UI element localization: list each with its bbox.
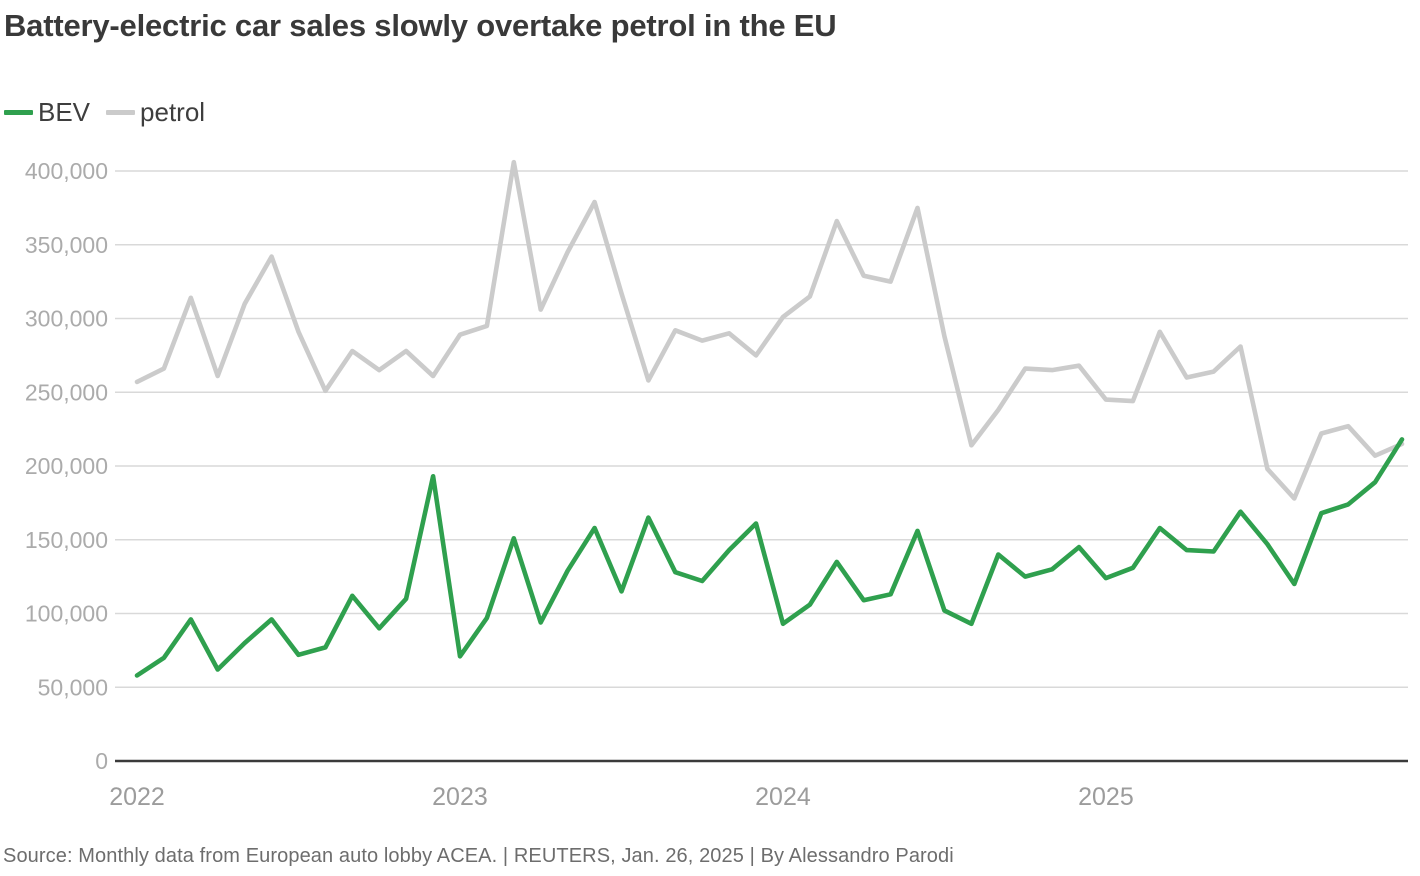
- x-tick-label: 2024: [755, 783, 811, 811]
- source-attribution: Source: Monthly data from European auto …: [3, 845, 954, 867]
- y-tick-label: 200,000: [25, 453, 108, 479]
- legend-item-bev: BEV: [4, 97, 90, 128]
- legend: BEV petrol: [4, 97, 205, 128]
- y-tick-label: 250,000: [25, 379, 108, 405]
- series-line-bev: [134, 437, 1405, 678]
- legend-label-bev: BEV: [38, 97, 91, 127]
- legend-label-petrol: petrol: [140, 97, 206, 127]
- bev-line-swatch: [4, 110, 33, 115]
- y-tick-label: 350,000: [25, 232, 108, 258]
- y-tick-label: 100,000: [25, 601, 108, 627]
- legend-item-petrol: petrol: [106, 97, 205, 128]
- y-tick-label: 150,000: [25, 527, 108, 553]
- y-tick-label: 0: [95, 748, 108, 774]
- petrol-line-swatch: [106, 110, 136, 115]
- x-tick-label: 2023: [432, 783, 488, 811]
- x-tick-label: 2022: [109, 783, 165, 811]
- series-line-petrol: [134, 159, 1405, 501]
- chart-title: Battery-electric car sales slowly overta…: [4, 8, 837, 43]
- y-tick-label: 50,000: [38, 674, 108, 700]
- x-tick-label: 2025: [1078, 783, 1134, 811]
- y-tick-label: 400,000: [25, 158, 108, 184]
- y-tick-label: 300,000: [25, 306, 108, 332]
